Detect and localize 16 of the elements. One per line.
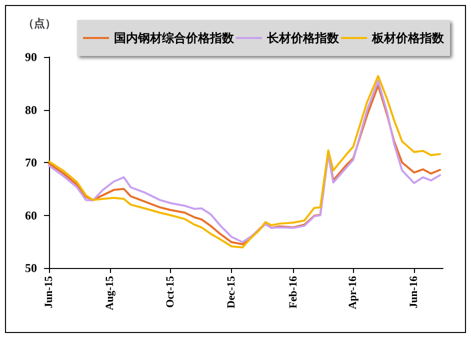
x-tick-label: Dec-15 — [226, 276, 238, 308]
x-tick-label: Jun-16 — [408, 276, 420, 308]
legend-label: 长材价格指数 — [266, 31, 340, 45]
legend-label: 国内钢材综合价格指数 — [114, 31, 235, 45]
legend-label: 板材价格指数 — [371, 31, 445, 45]
y-tick-label: 60 — [25, 208, 37, 222]
y-axis-title: （点） — [23, 17, 56, 30]
y-tick-label: 90 — [25, 50, 37, 64]
y-tick-label: 70 — [25, 156, 37, 170]
x-tick-label: Apr-16 — [347, 276, 360, 310]
x-tick-label: Feb-16 — [287, 276, 300, 308]
y-tick-label: 80 — [25, 102, 37, 117]
y-tick-label: 50 — [25, 261, 37, 275]
x-tick-label: Jun-15 — [43, 276, 55, 308]
x-tick-label: Aug-15 — [104, 276, 116, 310]
x-tick-label: Oct-15 — [164, 276, 177, 308]
